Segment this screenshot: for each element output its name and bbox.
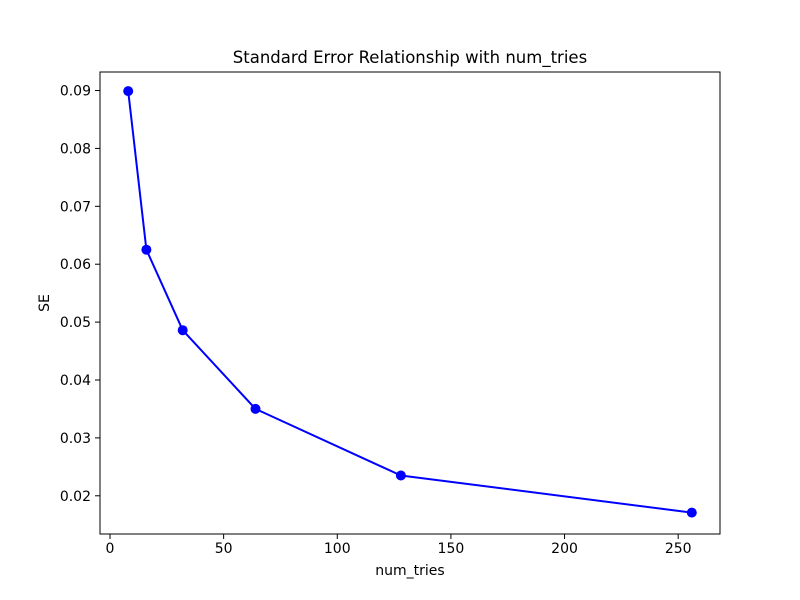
- chart-title: Standard Error Relationship with num_tri…: [233, 48, 587, 68]
- data-point: [123, 86, 134, 97]
- y-tick-label: 0.07: [60, 199, 91, 215]
- data-line: [127, 90, 692, 514]
- y-tick-label: 0.02: [60, 489, 91, 505]
- data-point: [395, 470, 406, 481]
- x-tick-label: 50: [215, 541, 233, 557]
- x-tick-label: 0: [106, 541, 115, 557]
- data-point: [141, 244, 152, 255]
- y-tick-label: 0.05: [60, 315, 91, 331]
- plot-area: [99, 71, 721, 535]
- x-tick-label: 200: [551, 541, 578, 557]
- x-tick-label: 150: [438, 541, 465, 557]
- data-series: [123, 86, 697, 518]
- y-tick-label: 0.09: [60, 84, 91, 100]
- x-axis-label: num_tries: [375, 563, 444, 579]
- x-tick-label: 100: [324, 541, 351, 557]
- ticks-layer: 0 50 100 150 200 250 0.02 0.03 0.04 0.05 0.06 0.07 0…: [60, 84, 692, 557]
- x-tick-label: 250: [665, 541, 692, 557]
- data-point: [250, 403, 261, 414]
- y-tick-label: 0.06: [60, 257, 91, 273]
- y-tick-label: 0.08: [60, 141, 91, 157]
- data-point: [177, 325, 188, 336]
- y-tick-label: 0.03: [60, 431, 91, 447]
- data-point: [686, 507, 697, 518]
- y-axis-label: SE: [37, 294, 53, 312]
- y-tick-label: 0.04: [60, 373, 91, 389]
